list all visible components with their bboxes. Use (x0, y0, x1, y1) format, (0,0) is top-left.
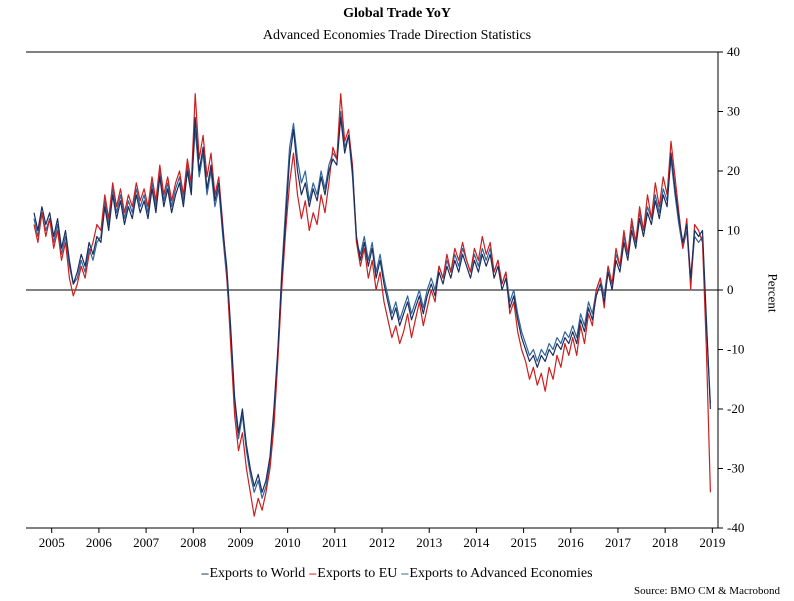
y-tick-label: 40 (727, 44, 740, 59)
y-tick-label: 0 (727, 282, 734, 297)
y-tick-label: 30 (727, 104, 740, 119)
x-tick-label: 2008 (180, 535, 206, 550)
y-tick-label: -20 (727, 401, 744, 416)
x-tick-label: 2014 (463, 535, 490, 550)
x-tick-label: 2018 (652, 535, 678, 550)
legend-item: – Exports to EU (309, 566, 397, 582)
y-tick-label: 20 (727, 163, 740, 178)
x-tick-label: 2013 (416, 535, 442, 550)
chart-legend: – Exports to World – Exports to EU – Exp… (0, 566, 794, 582)
x-tick-label: 2019 (699, 535, 725, 550)
legend-dash: – (201, 566, 209, 581)
legend-dash: – (309, 566, 317, 581)
legend-dash: – (401, 566, 409, 581)
legend-label: Exports to EU (317, 566, 398, 581)
x-tick-label: 2006 (86, 535, 113, 550)
legend-label: Exports to World (209, 566, 306, 581)
y-tick-label: -10 (727, 342, 744, 357)
chart-title: Global Trade YoY (343, 6, 451, 21)
y-tick-label: -30 (727, 461, 744, 476)
chart-subtitle: Advanced Economies Trade Direction Stati… (262, 28, 532, 43)
source-credit: Source: BMO CM & Macrobond (633, 585, 780, 597)
x-tick-label: 2009 (227, 535, 253, 550)
x-tick-label: 2015 (511, 535, 537, 550)
x-tick-label: 2011 (322, 535, 348, 550)
legend-item: – Exports to World (201, 566, 305, 582)
y-axis-label: Percent (765, 273, 781, 313)
x-tick-label: 2007 (133, 535, 160, 550)
y-tick-label: 10 (727, 223, 740, 238)
series-line-exports-to-world (33, 116, 711, 493)
series-line-exports-to-advanced-economies (33, 110, 711, 499)
x-tick-label: 2010 (275, 535, 301, 550)
x-tick-label: 2017 (605, 535, 632, 550)
legend-item: – Exports to Advanced Economies (401, 566, 592, 582)
legend-label: Exports to Advanced Economies (409, 566, 593, 581)
y-tick-label: -40 (727, 520, 744, 535)
x-tick-label: 2005 (39, 535, 65, 550)
series-line-exports-to-eu (33, 93, 711, 517)
x-tick-label: 2016 (558, 535, 585, 550)
x-tick-label: 2012 (369, 535, 395, 550)
